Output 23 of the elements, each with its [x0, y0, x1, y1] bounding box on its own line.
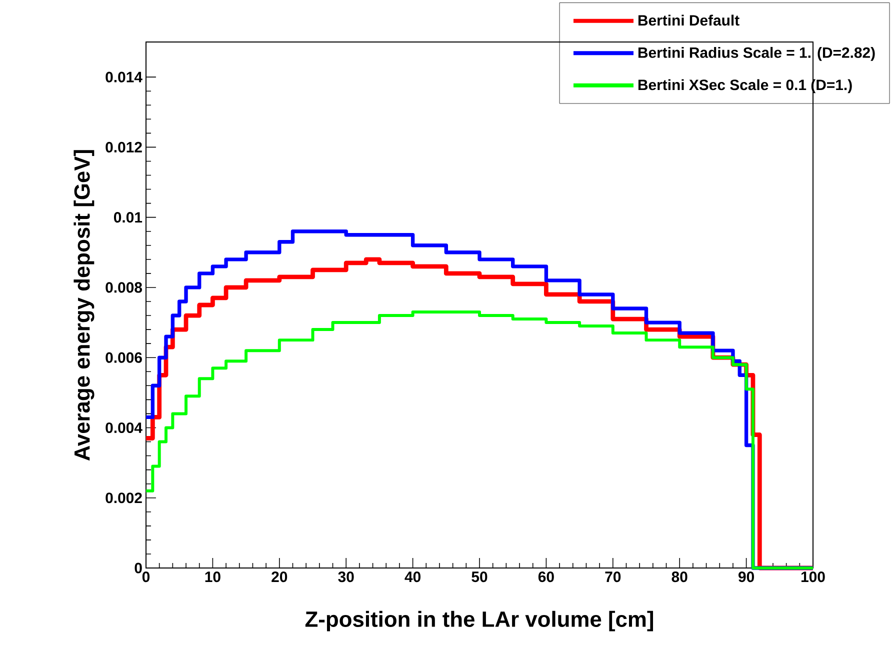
y-tick-label: 0.012	[106, 142, 142, 152]
y-tick-label: 0.004	[106, 422, 142, 434]
x-tick-label: 50	[472, 572, 488, 582]
legend-label: Bertini Radius Scale = 1. (D=2.82)	[638, 46, 875, 61]
y-tick-label: 0	[134, 562, 142, 574]
x-tick-label: 70	[605, 572, 621, 582]
x-tick-label: 30	[338, 572, 354, 582]
y-tick-label: 0.008	[106, 282, 142, 293]
x-tick-label: 20	[272, 572, 288, 582]
x-tick-label: 10	[205, 572, 220, 582]
y-tick-label: 0.01	[114, 212, 142, 223]
x-tick-label: 0	[142, 572, 150, 582]
y-tick-label: 0.002	[106, 492, 142, 504]
y-tick-label: 0.006	[106, 352, 142, 363]
x-tick-label: 100	[801, 572, 825, 582]
y-tick-label: 0.014	[106, 72, 142, 82]
x-tick-label: 40	[404, 572, 420, 582]
x-axis-title: Z-position in the LAr volume [cm]	[305, 610, 654, 632]
x-tick-label: 60	[538, 572, 554, 582]
x-tick-label: 90	[738, 572, 754, 582]
y-axis-title: Average energy deposit [GeV]	[74, 150, 94, 461]
legend-label: Bertini Default	[638, 14, 740, 26]
x-tick-label: 80	[672, 572, 688, 582]
